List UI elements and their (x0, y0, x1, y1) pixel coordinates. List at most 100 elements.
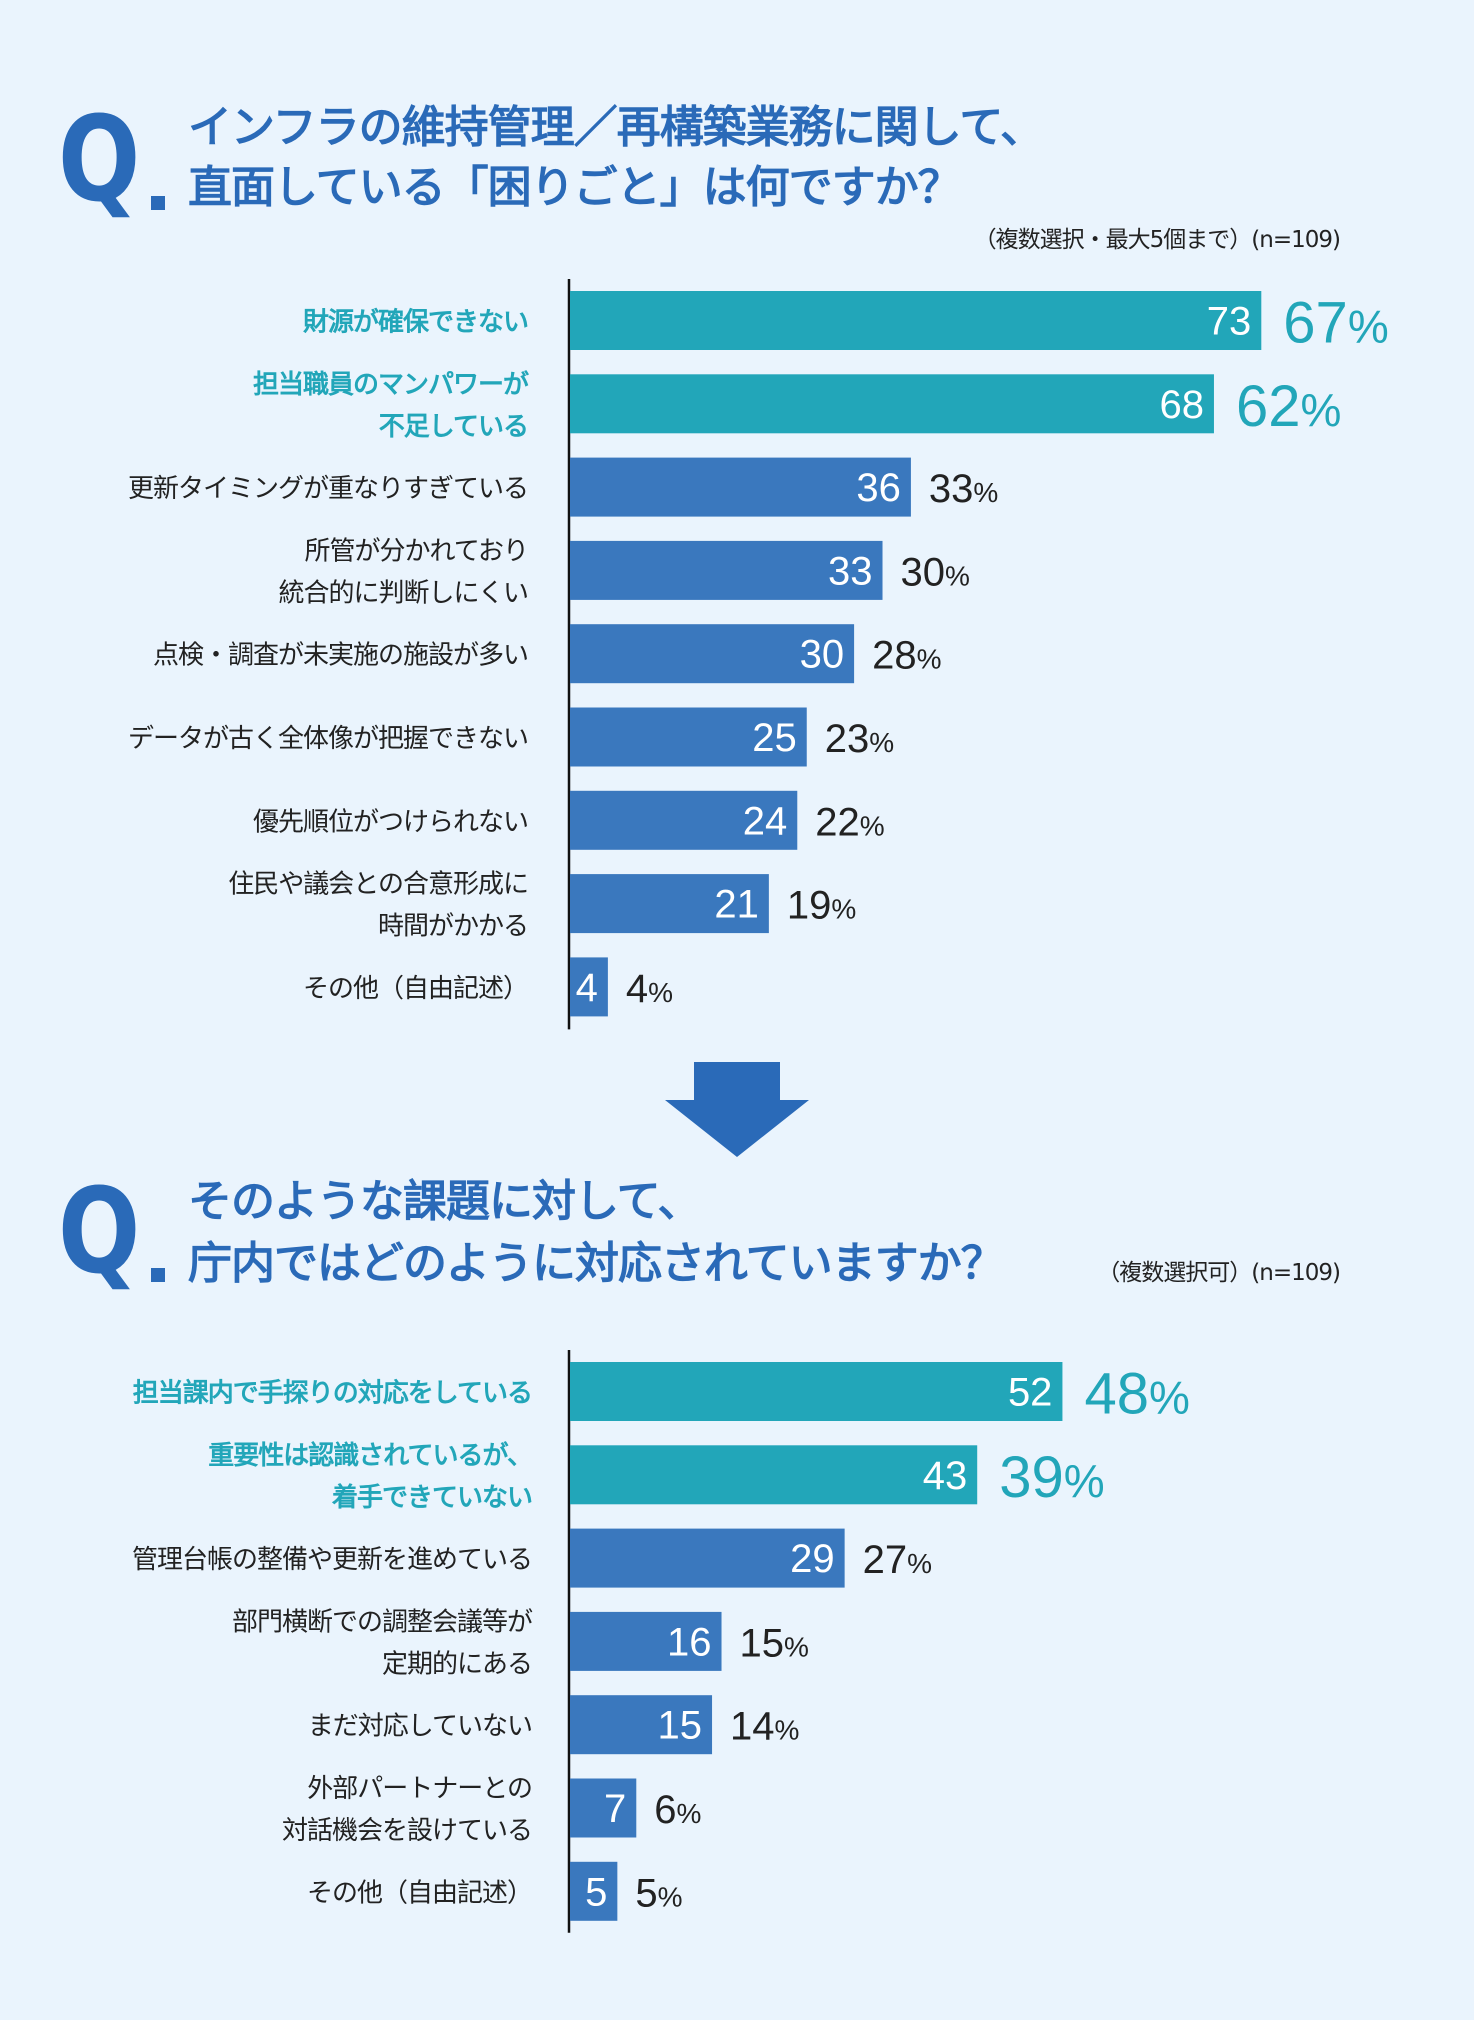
bar-value-label: 16 (667, 1620, 712, 1664)
bar-value-label: 24 (743, 799, 788, 843)
bar (570, 707, 807, 767)
percent-label: 62% (1236, 374, 1341, 439)
category-label: その他（自由記述） (307, 1878, 532, 1908)
percent-suffix: % (1348, 301, 1389, 353)
bar-value-label: 43 (923, 1454, 968, 1498)
category-label: その他（自由記述） (303, 974, 528, 1004)
bar (570, 540, 883, 600)
category-label: 管理台帳の整備や更新を進めている (132, 1545, 532, 1575)
percent-suffix: % (784, 1631, 809, 1662)
percent-value: 23 (825, 717, 870, 761)
percent-value: 4 (626, 967, 648, 1011)
bar-value-label: 36 (856, 466, 901, 510)
percent-value: 6 (654, 1788, 676, 1832)
bar (570, 457, 911, 517)
category-label: 担当課内で手探りの対応をしている (133, 1378, 532, 1409)
bar (570, 790, 798, 850)
percent-label: 67% (1283, 291, 1388, 356)
category-label: 定期的にある (382, 1649, 532, 1679)
q1-title-line1: インフラの維持管理／再構築業務に関して、 (188, 102, 1044, 153)
bar-row: 5 5% その他（自由記述） (307, 1861, 683, 1921)
percent-suffix: % (1149, 1372, 1190, 1424)
percent-suffix: % (831, 894, 856, 925)
bar-value-label: 21 (714, 883, 759, 927)
bar (570, 1528, 845, 1588)
category-label: 統合的に判断しにくい (279, 578, 528, 608)
q2-title-line2: 庁内ではどのように対応されていますか？ (188, 1238, 1005, 1289)
category-label: 重要性は認識されているが、 (208, 1440, 532, 1471)
category-label: 住民や議会との合意形成に (228, 870, 528, 900)
percent-label: 22% (815, 800, 884, 844)
percent-value: 15 (740, 1621, 785, 1665)
percent-value: 27 (863, 1538, 908, 1582)
q2-title-line1: そのような課題に対して、 (188, 1176, 701, 1227)
percent-label: 28% (872, 634, 941, 678)
percent-label: 14% (730, 1705, 799, 1749)
bar-row: 15 14% まだ対応していない (308, 1695, 799, 1755)
q1-note: （複数選択・最大5個まで）(n=109) (973, 227, 1341, 253)
percent-suffix: % (677, 1798, 702, 1829)
percent-label: 5% (635, 1871, 682, 1915)
down-arrow-shape (665, 1062, 809, 1157)
bar (570, 1861, 618, 1921)
bar (570, 1778, 637, 1838)
category-label: 部門横断での調整会議等が (232, 1607, 533, 1637)
bar-row: 52 48% 担当課内で手探りの対応をしている (133, 1362, 1190, 1427)
q1-title-line2: 直面している「困りごと」は何ですか？ (188, 162, 962, 213)
percent-suffix: % (917, 644, 942, 675)
percent-value: 22 (815, 800, 860, 844)
percent-value: 33 (929, 467, 974, 511)
percent-value: 67 (1283, 291, 1348, 356)
category-label: 対話機会を設けている (282, 1816, 532, 1846)
percent-suffix: % (1064, 1455, 1105, 1507)
category-label: 更新タイミングが重なりすぎている (128, 474, 528, 504)
bar-value-label: 52 (1008, 1371, 1053, 1415)
bar-value-label: 29 (790, 1537, 835, 1581)
percent-label: 15% (740, 1621, 809, 1665)
percent-value: 30 (901, 550, 946, 594)
bar-value-label: 15 (658, 1704, 703, 1748)
q1-mark: Q (58, 90, 140, 228)
bar (570, 374, 1214, 434)
percent-label: 30% (901, 550, 970, 594)
percent-label: 33% (929, 467, 998, 511)
bar-value-label: 7 (604, 1787, 626, 1831)
bar (570, 1445, 978, 1505)
percent-label: 4% (626, 967, 673, 1011)
percent-label: 48% (1084, 1362, 1189, 1427)
category-label: 外部パートナーとの (307, 1774, 532, 1804)
bar-value-label: 4 (576, 966, 598, 1010)
category-label: 着手できていない (331, 1482, 532, 1513)
percent-suffix: % (869, 727, 894, 758)
percent-value: 5 (635, 1871, 657, 1915)
category-label: 担当職員のマンパワーが (253, 369, 529, 400)
q2-note: （複数選択可）(n=109) (1097, 1260, 1341, 1286)
category-label: 財源が確保できない (303, 307, 528, 338)
percent-suffix: % (775, 1715, 800, 1746)
percent-value: 48 (1084, 1362, 1149, 1427)
bar (570, 1695, 713, 1755)
percent-suffix: % (648, 977, 673, 1008)
percent-value: 28 (872, 634, 917, 678)
bar (570, 624, 855, 684)
bar (570, 1362, 1063, 1421)
bar-value-label: 33 (828, 549, 873, 593)
percent-value: 62 (1236, 374, 1301, 439)
category-label: 所管が分かれており (305, 536, 528, 566)
percent-value: 19 (787, 884, 832, 928)
percent-suffix: % (945, 560, 970, 591)
category-label: データが古く全体像が把握できない (128, 724, 528, 754)
category-label: まだ対応していない (308, 1712, 532, 1742)
bar (570, 1611, 722, 1671)
percent-suffix: % (658, 1881, 683, 1912)
down-arrow-icon (665, 1062, 809, 1157)
bar-value-label: 68 (1159, 383, 1204, 427)
percent-suffix: % (973, 477, 998, 508)
q2-mark: Q (58, 1162, 140, 1300)
bar-row: 73 67% 財源が確保できない (303, 291, 1389, 356)
